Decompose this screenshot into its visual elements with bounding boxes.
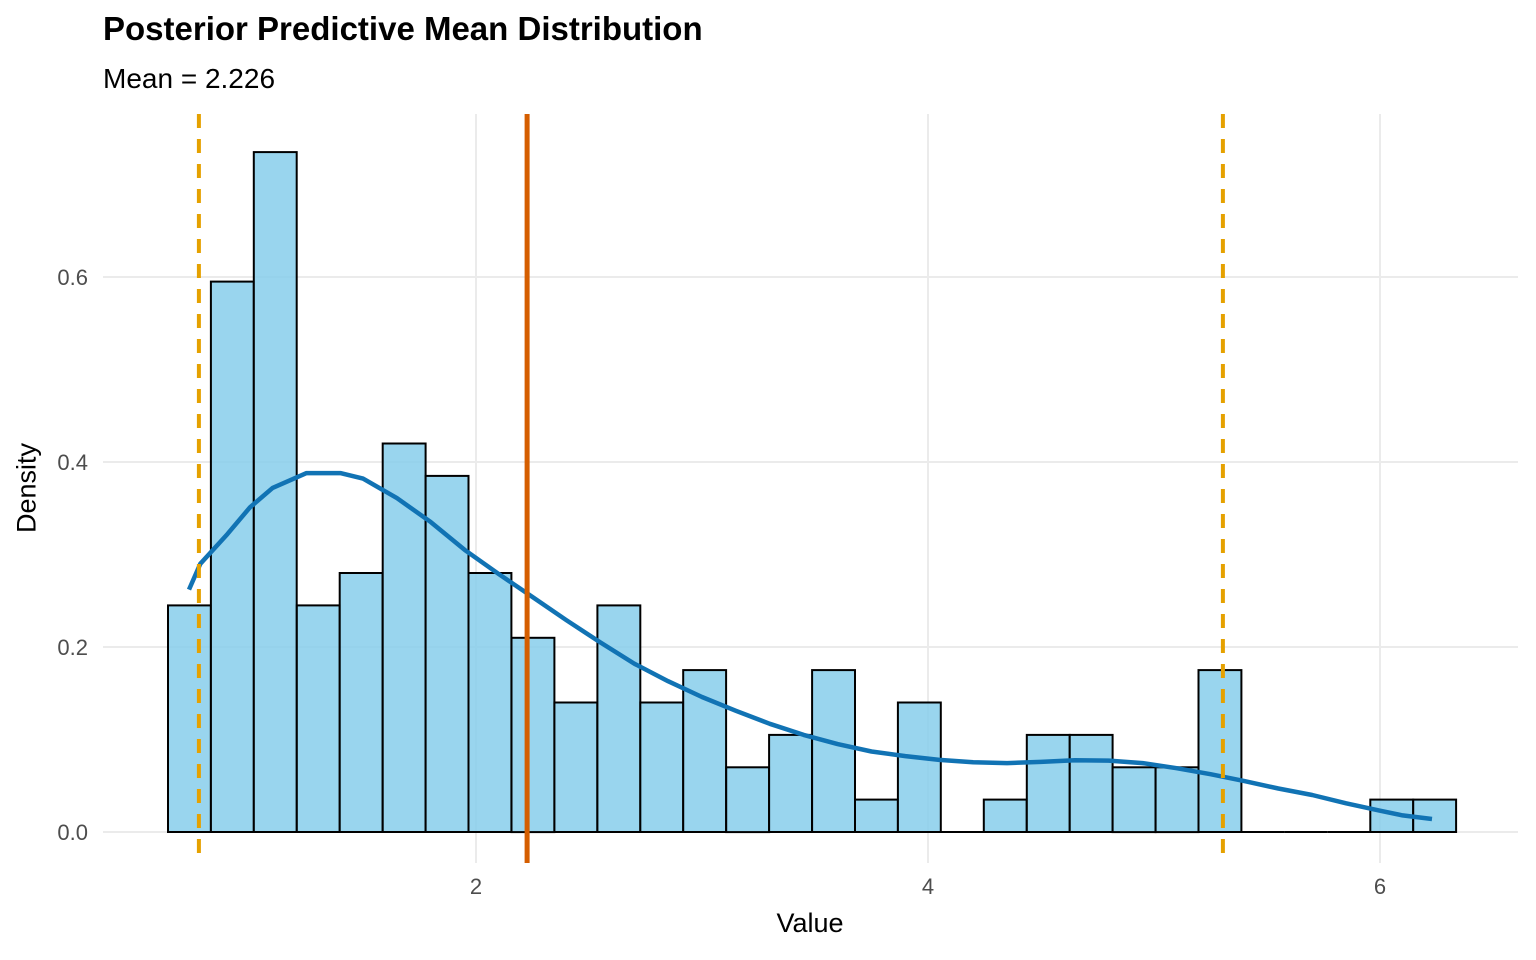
y-tick-label: 0.0	[57, 820, 88, 845]
histogram-bar	[596, 604, 642, 834]
histogram-bar	[768, 733, 813, 834]
histogram-bar	[811, 669, 856, 833]
histogram-bar	[295, 604, 341, 834]
histogram-bar	[682, 669, 728, 833]
y-tick-label: 0.4	[57, 450, 88, 475]
histogram-bar	[1111, 766, 1157, 834]
x-axis-title: Value	[776, 908, 844, 938]
histogram-bar	[1197, 669, 1243, 833]
histogram-bar	[725, 766, 771, 834]
histogram-bar	[252, 151, 298, 834]
density-curve	[186, 470, 1433, 822]
histogram-bar	[1025, 733, 1071, 834]
histogram-bar	[639, 701, 685, 833]
histogram-bar	[553, 701, 599, 833]
y-axis-title: Density	[11, 442, 42, 534]
chart-title: Posterior Predictive Mean Distribution	[103, 10, 703, 47]
histogram-bar	[854, 798, 899, 833]
y-tick-label: 0.2	[57, 635, 88, 660]
histogram-bar	[167, 604, 212, 834]
histogram-bar	[209, 280, 255, 834]
histogram-bar	[1154, 766, 1200, 834]
histogram-bar	[424, 474, 470, 833]
histogram-bar	[1068, 733, 1114, 834]
histogram-bar	[467, 572, 513, 833]
histogram-bar	[338, 572, 384, 833]
x-tick-label: 6	[1374, 874, 1386, 899]
chart-subtitle: Mean = 2.226	[103, 63, 276, 94]
x-tick-label: 2	[470, 874, 482, 899]
histogram-bar	[982, 798, 1028, 833]
histogram-bar	[896, 701, 942, 833]
y-tick-label: 0.6	[57, 265, 88, 290]
histogram-bar	[510, 636, 556, 834]
histogram-bar	[381, 442, 427, 833]
x-tick-label: 4	[922, 874, 934, 899]
